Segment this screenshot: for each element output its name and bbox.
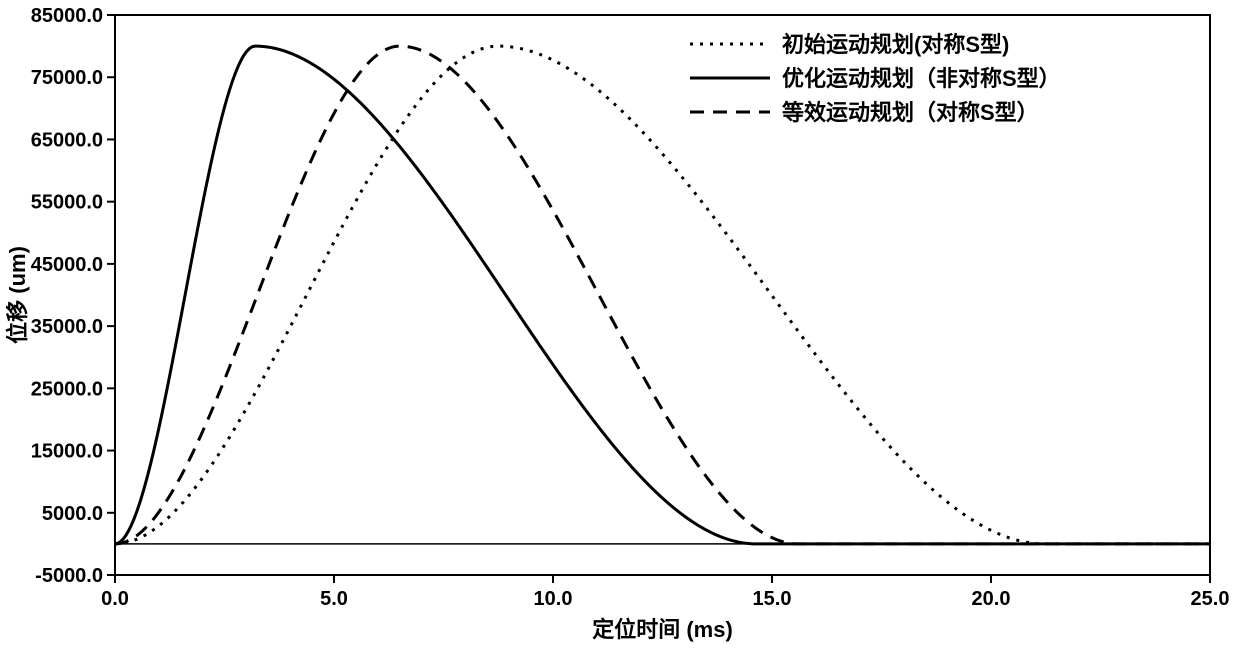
- y-tick-label: 55000.0: [31, 192, 103, 214]
- x-tick-label: 15.0: [753, 588, 792, 610]
- series-optimized: [115, 46, 1210, 544]
- y-tick-label: 75000.0: [31, 67, 103, 89]
- x-tick-label: 0.0: [101, 588, 129, 610]
- y-axis-title: 位移 (um): [5, 246, 30, 344]
- line-chart: 0.0 5.0 10.0 15.0 20.0 25.0 定位时间 (ms) -5000.0 50…: [0, 0, 1239, 654]
- x-axis-title: 定位时间 (ms): [592, 617, 733, 642]
- x-tick-label: 25.0: [1191, 588, 1230, 610]
- chart-container: 0.0 5.0 10.0 15.0 20.0 25.0 定位时间 (ms) -5000.0 50…: [0, 0, 1239, 654]
- legend-label: 等效运动规划（对称S型）: [782, 100, 1039, 125]
- y-tick-label: 25000.0: [31, 378, 103, 400]
- y-tick-label: 45000.0: [31, 254, 103, 276]
- series-initial: [115, 46, 1210, 544]
- y-tick-label: 35000.0: [31, 316, 103, 338]
- x-tick-label: 5.0: [320, 588, 348, 610]
- legend-label: 初始运动规划(对称S型): [782, 32, 1009, 57]
- y-tick-label: -5000.0: [35, 565, 103, 587]
- y-tick-label: 15000.0: [31, 441, 103, 463]
- x-tick-label: 20.0: [972, 588, 1011, 610]
- y-tick-label: 65000.0: [31, 129, 103, 151]
- legend-label: 优化运动规划（非对称S型）: [782, 66, 1061, 91]
- y-tick-label: 85000.0: [31, 5, 103, 27]
- x-tick-label: 10.0: [534, 588, 573, 610]
- y-tick-label: 5000.0: [42, 503, 103, 525]
- series-equivalent: [115, 46, 1210, 544]
